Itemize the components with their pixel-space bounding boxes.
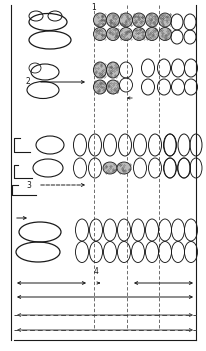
Ellipse shape: [116, 162, 130, 174]
Ellipse shape: [106, 27, 119, 40]
Ellipse shape: [103, 162, 116, 174]
Text: 3: 3: [26, 180, 31, 190]
Ellipse shape: [158, 13, 171, 27]
Ellipse shape: [119, 27, 132, 40]
Text: 2: 2: [26, 78, 31, 86]
Ellipse shape: [132, 13, 145, 27]
Ellipse shape: [106, 80, 119, 94]
Text: 1: 1: [91, 4, 96, 13]
Ellipse shape: [106, 62, 119, 78]
Ellipse shape: [158, 27, 171, 40]
Ellipse shape: [93, 13, 106, 27]
Ellipse shape: [93, 27, 106, 40]
Ellipse shape: [93, 62, 106, 78]
Text: 4: 4: [93, 267, 98, 277]
Ellipse shape: [145, 27, 158, 40]
Ellipse shape: [93, 80, 106, 94]
Ellipse shape: [119, 13, 132, 27]
Ellipse shape: [106, 13, 119, 27]
Ellipse shape: [132, 27, 145, 40]
Ellipse shape: [145, 13, 158, 27]
